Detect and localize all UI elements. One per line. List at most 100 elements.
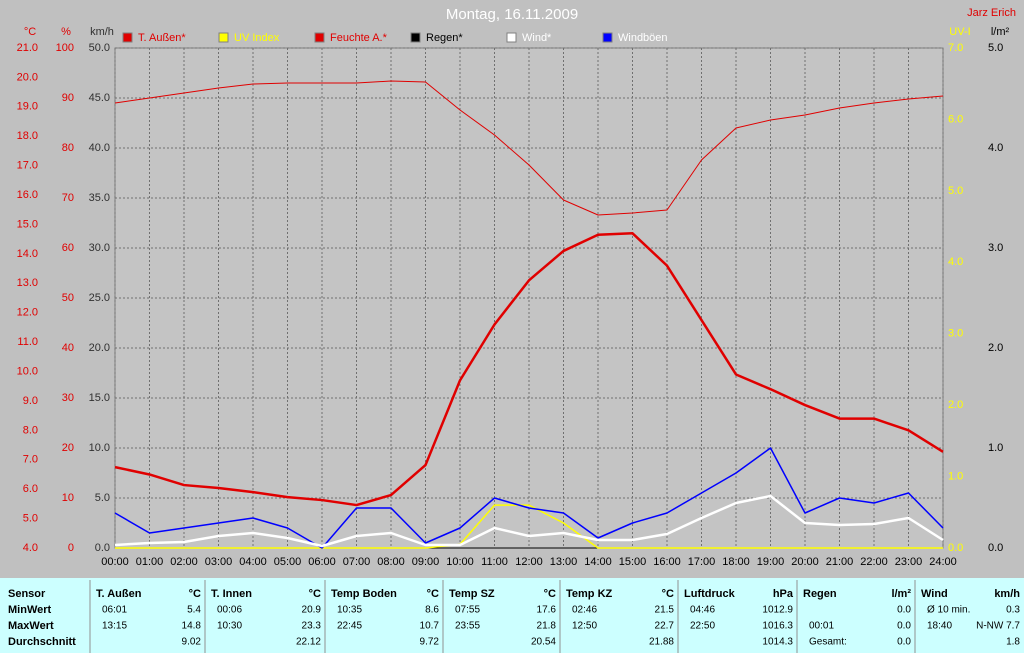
y-tick-label: 19.0 <box>17 101 38 113</box>
y-tick-label: 15.0 <box>17 218 38 230</box>
x-tick-label: 17:00 <box>688 556 716 568</box>
y-tick-label: 0 <box>68 542 74 554</box>
group-unit: °C <box>662 588 674 600</box>
y-tick-label: 50 <box>62 292 74 304</box>
y-tick-label: 8.0 <box>23 424 38 436</box>
y-tick-label: 0.0 <box>988 542 1003 554</box>
y-tick-label: 2.0 <box>988 342 1003 354</box>
y-tick-label: 7.0 <box>948 42 963 54</box>
y-tick-label: 100 <box>56 42 74 54</box>
cell-label: 10:35 <box>337 605 362 616</box>
row-label: MaxWert <box>8 620 54 632</box>
legend-label: T. Außen* <box>138 32 186 44</box>
y-tick-label: 4.0 <box>948 256 963 268</box>
cell-value: 0.3 <box>1006 605 1020 616</box>
cell-label: 10:30 <box>217 621 242 632</box>
cell-value: 10.7 <box>420 621 440 632</box>
group-unit: km/h <box>994 588 1020 600</box>
x-tick-label: 18:00 <box>722 556 750 568</box>
cell-label: 22:45 <box>337 621 362 632</box>
cell-value: 22.12 <box>296 637 321 648</box>
cell-label: 23:55 <box>455 621 480 632</box>
cell-label: 04:46 <box>690 605 715 616</box>
group-name: Wind <box>921 588 948 600</box>
y-tick-label: 1.0 <box>988 442 1003 454</box>
y-tick-label: 6.0 <box>948 113 963 125</box>
legend-label: UV Index <box>234 32 280 44</box>
x-tick-label: 05:00 <box>274 556 302 568</box>
group-name: T. Außen <box>96 588 142 600</box>
x-tick-label: 16:00 <box>653 556 681 568</box>
cell-label: 13:15 <box>102 621 127 632</box>
axis-unit: UV-I <box>949 26 970 38</box>
y-tick-label: 13.0 <box>17 277 38 289</box>
x-tick-label: 04:00 <box>239 556 267 568</box>
y-tick-label: 15.0 <box>89 392 110 404</box>
y-tick-label: 0.0 <box>95 542 110 554</box>
legend-swatch <box>218 32 229 43</box>
cell-label: Ø 10 min. <box>927 605 970 616</box>
y-tick-label: 5.0 <box>988 42 1003 54</box>
legend-swatch <box>602 32 613 43</box>
y-tick-label: 6.0 <box>23 483 38 495</box>
cell-label: Gesamt: <box>809 637 847 648</box>
group-name: Temp KZ <box>566 588 613 600</box>
group-name: Regen <box>803 588 837 600</box>
y-tick-label: 16.0 <box>17 189 38 201</box>
x-tick-label: 10:00 <box>446 556 474 568</box>
row-label: Durchschnitt <box>8 636 76 648</box>
author: Jarz Erich <box>967 7 1016 19</box>
x-tick-label: 13:00 <box>550 556 578 568</box>
group-name: Temp Boden <box>331 588 397 600</box>
y-tick-label: 20 <box>62 442 74 454</box>
x-tick-label: 15:00 <box>619 556 647 568</box>
x-tick-label: 12:00 <box>515 556 543 568</box>
legend-label: Windböen <box>618 32 668 44</box>
x-tick-label: 24:00 <box>929 556 957 568</box>
x-tick-label: 23:00 <box>895 556 923 568</box>
cell-value: 0.0 <box>897 637 911 648</box>
group-unit: l/m² <box>891 588 911 600</box>
row-label: MinWert <box>8 604 52 616</box>
cell-value: 21.8 <box>537 621 557 632</box>
y-tick-label: 5.0 <box>948 185 963 197</box>
x-tick-label: 21:00 <box>826 556 854 568</box>
y-tick-label: 45.0 <box>89 92 110 104</box>
y-tick-label: 40.0 <box>89 142 110 154</box>
axis-unit: l/m² <box>991 26 1010 38</box>
x-tick-label: 08:00 <box>377 556 405 568</box>
stats-table <box>0 578 1024 653</box>
cell-value: 1016.3 <box>762 621 793 632</box>
cell-value: 5.4 <box>187 605 201 616</box>
series-line <box>114 232 944 507</box>
x-tick-label: 03:00 <box>205 556 233 568</box>
legend-label: Wind* <box>522 32 552 44</box>
series-line <box>114 447 944 549</box>
cell-value: 21.5 <box>655 605 675 616</box>
y-tick-label: 35.0 <box>89 192 110 204</box>
x-tick-label: 00:00 <box>101 556 129 568</box>
cell-label: 00:06 <box>217 605 242 616</box>
y-tick-label: 20.0 <box>89 342 110 354</box>
cell-value: 0.0 <box>897 621 911 632</box>
series-line <box>114 80 944 216</box>
y-tick-label: 70 <box>62 192 74 204</box>
y-tick-label: 7.0 <box>23 454 38 466</box>
y-tick-label: 50.0 <box>89 42 110 54</box>
cell-value: 0.0 <box>897 605 911 616</box>
x-tick-label: 02:00 <box>170 556 198 568</box>
group-unit: hPa <box>773 588 794 600</box>
x-tick-label: 07:00 <box>343 556 371 568</box>
y-tick-label: 18.0 <box>17 130 38 142</box>
cell-value: 1012.9 <box>762 605 793 616</box>
y-tick-label: 5.0 <box>23 512 38 524</box>
x-tick-label: 01:00 <box>136 556 164 568</box>
x-tick-label: 06:00 <box>308 556 336 568</box>
legend-label: Feuchte A.* <box>330 32 388 44</box>
group-name: Temp SZ <box>449 588 495 600</box>
axis-unit: °C <box>24 26 36 38</box>
y-tick-label: 10 <box>62 492 74 504</box>
cell-value: 22.7 <box>655 621 675 632</box>
